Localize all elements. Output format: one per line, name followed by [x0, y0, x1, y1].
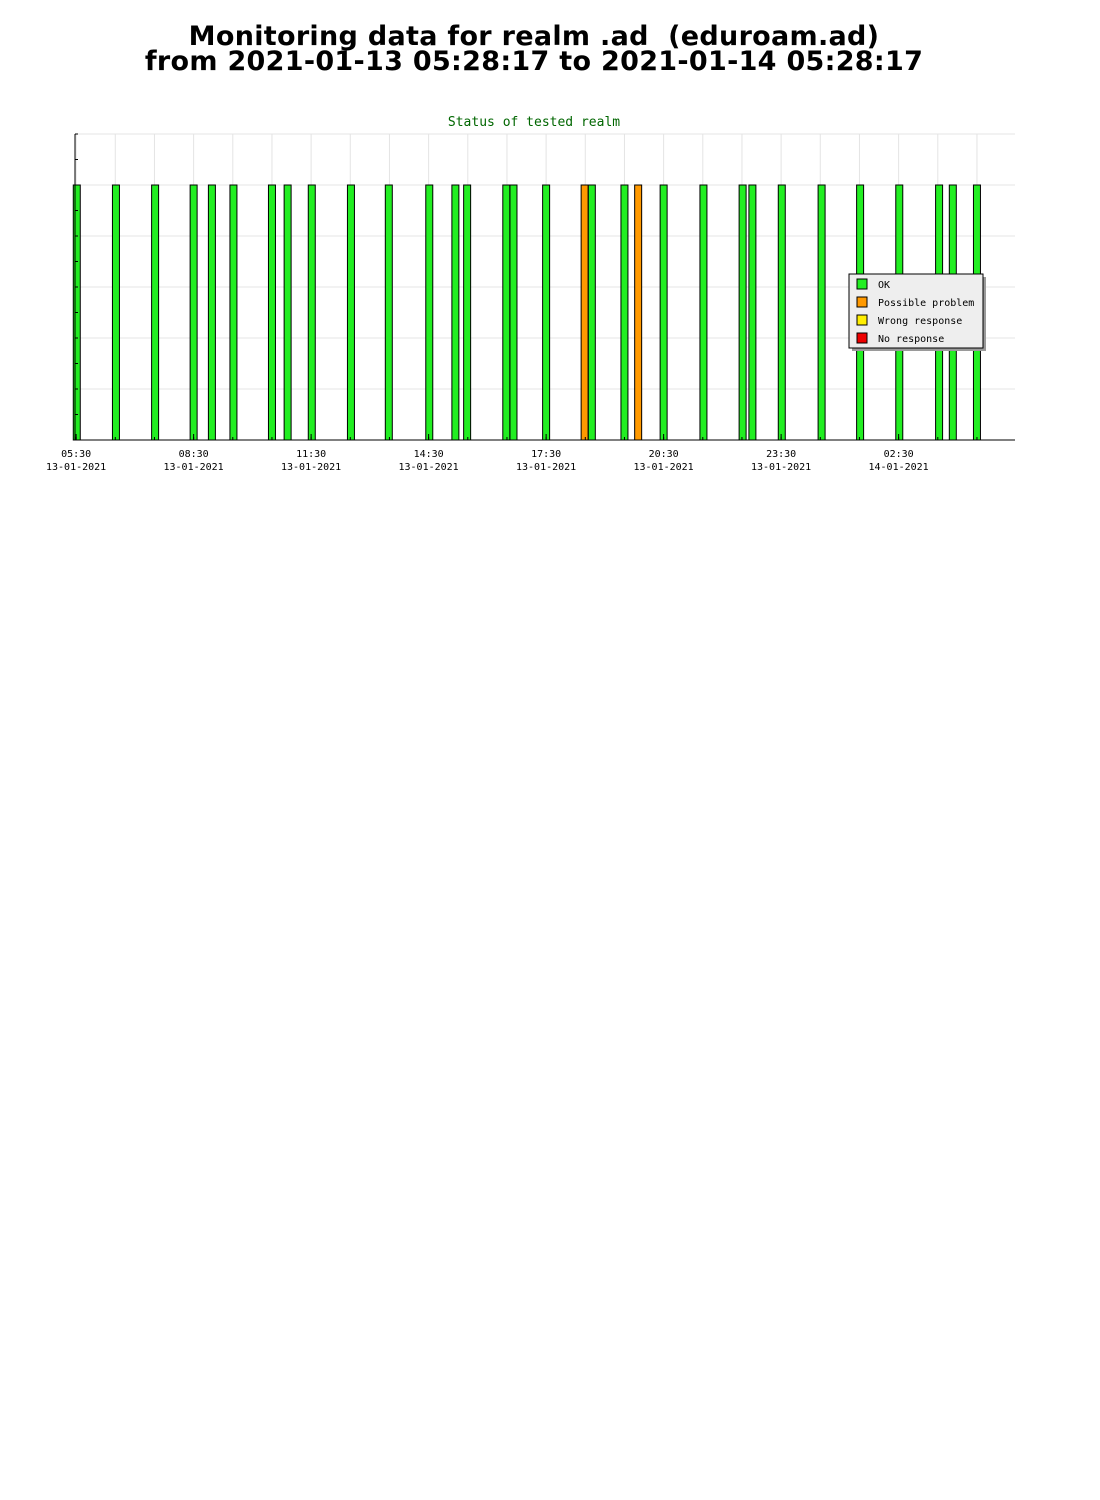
x-tick-date-label: 13-01-2021	[399, 462, 459, 473]
page-title-line-2: from 2021-01-13 05:28:17 to 2021-01-14 0…	[144, 46, 924, 77]
status-bar	[777, 184, 786, 441]
bars	[72, 184, 981, 441]
status-bar	[542, 184, 551, 441]
page-title: Monitoring data for realm .ad (eduroam.a…	[0, 21, 1068, 77]
x-tick-time-label: 23:30	[766, 449, 796, 460]
x-tick-time-label: 08:30	[179, 449, 209, 460]
status-bar	[748, 184, 757, 441]
x-tick-time-label: 11:30	[296, 449, 326, 460]
legend-swatch	[856, 278, 868, 290]
status-bar	[699, 184, 708, 441]
legend-swatch	[856, 332, 868, 344]
axes: 05:30 13-01-2021 08:30 13-01-2021 11:30 13-01…	[46, 133, 1015, 473]
chart-legend: OK Possible problem Wrong response No respo…	[848, 273, 986, 351]
x-tick-time-label: 17:30	[531, 449, 561, 460]
status-bar	[659, 184, 668, 441]
x-tick-date-label: 14-01-2021	[869, 462, 929, 473]
x-tick-date-label: 13-01-2021	[164, 462, 224, 473]
status-bar	[620, 184, 629, 441]
chart-title: Status of tested realm	[448, 115, 620, 130]
status-bar	[189, 184, 198, 441]
x-tick-time-label: 05:30	[61, 449, 91, 460]
x-tick-date-label: 13-01-2021	[751, 462, 811, 473]
status-bar	[425, 184, 434, 441]
status-bar	[384, 184, 393, 441]
status-bar	[509, 184, 518, 441]
status-chart: Status of tested realm 05:30 13-01-2021 08…	[46, 115, 1015, 473]
x-tick-date-label: 13-01-2021	[634, 462, 694, 473]
status-bar	[207, 184, 216, 441]
status-bar	[283, 184, 292, 441]
x-tick-date-label: 13-01-2021	[281, 462, 341, 473]
status-bar	[111, 184, 120, 441]
page-title-line-1: Monitoring data for realm .ad (eduroam.a…	[188, 21, 880, 52]
legend-box	[848, 273, 984, 349]
x-tick-time-label: 20:30	[649, 449, 679, 460]
status-bar	[307, 184, 316, 441]
status-bar	[502, 184, 511, 441]
legend-label: No response	[878, 334, 944, 345]
status-bar	[451, 184, 460, 441]
x-tick-time-label: 14:30	[414, 449, 444, 460]
status-bar	[580, 184, 589, 441]
x-tick-time-label: 02:30	[884, 449, 914, 460]
status-bar	[229, 184, 238, 441]
status-bar	[151, 184, 160, 441]
legend-label: Possible problem	[878, 298, 974, 309]
status-bar	[634, 184, 643, 441]
legend-swatch	[856, 296, 868, 308]
x-tick-date-label: 13-01-2021	[46, 462, 106, 473]
status-bar	[463, 184, 472, 441]
status-bar	[738, 184, 747, 441]
status-bar	[346, 184, 355, 441]
status-bar	[817, 184, 826, 441]
legend-label: Wrong response	[878, 316, 962, 327]
x-tick-date-label: 13-01-2021	[516, 462, 576, 473]
status-bar	[267, 184, 276, 441]
status-bar	[587, 184, 596, 441]
legend-label: OK	[878, 280, 890, 291]
legend-swatch	[856, 314, 868, 326]
